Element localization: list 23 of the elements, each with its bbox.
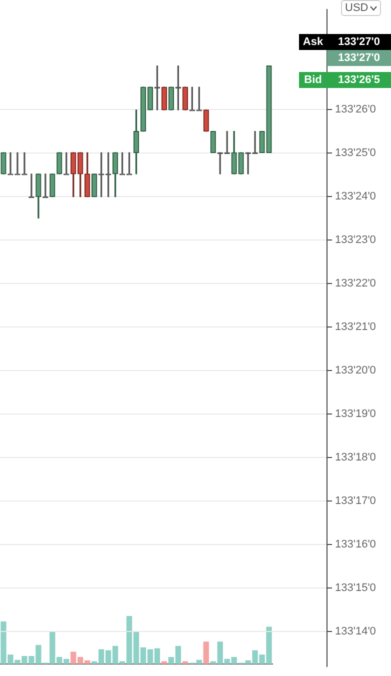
text: 133'22'0 (335, 277, 376, 290)
text: 133'24'0 (335, 190, 376, 202)
bar (203, 642, 209, 664)
text: 133'26'5 (338, 74, 380, 86)
text: 133'27'0 (338, 52, 380, 64)
text: 133'15'0 (335, 582, 376, 594)
text: 133'23'0 (335, 234, 376, 246)
candlestick (22, 152, 28, 176)
text: Bid (304, 74, 322, 86)
candlestick (8, 152, 14, 176)
text: 133'14'0 (335, 626, 376, 638)
text: 133'20'0 (335, 364, 376, 376)
text: USD (345, 2, 368, 14)
text: 133'26'0 (335, 103, 376, 116)
candlestick (14, 152, 20, 176)
text: Ask (302, 36, 324, 48)
text: 133'27'0 (338, 36, 380, 48)
text: 133'18'0 (335, 452, 376, 464)
text: 133'21'0 (335, 320, 376, 333)
text: 133'25'0 (335, 146, 376, 159)
text: 133'17'0 (335, 495, 376, 508)
text: 133'19'0 (335, 408, 376, 420)
text: 133'16'0 (335, 538, 376, 551)
